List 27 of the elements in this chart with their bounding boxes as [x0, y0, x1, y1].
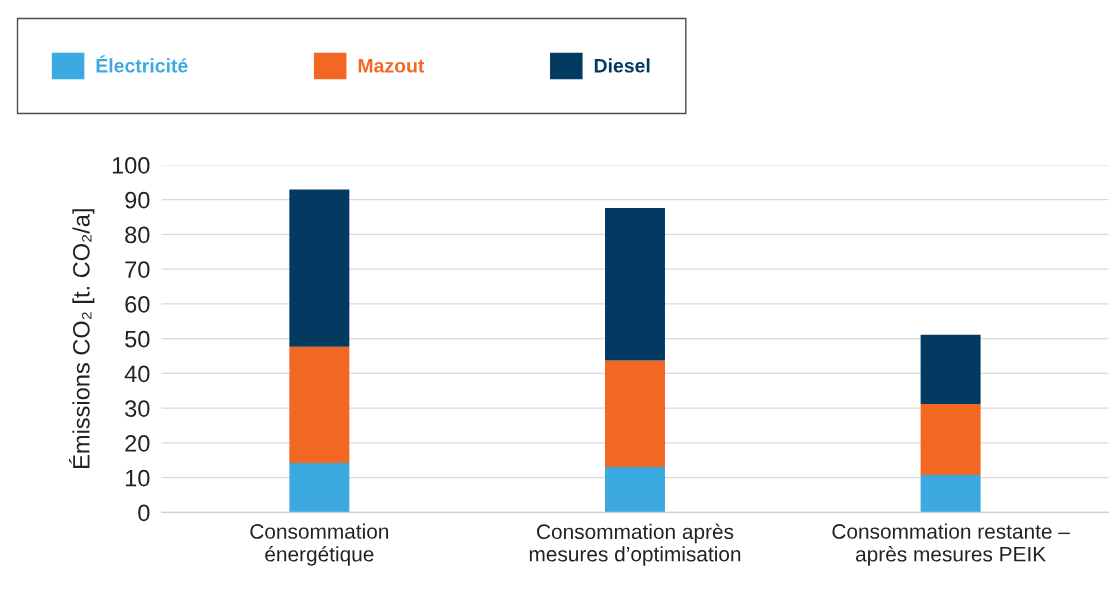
y-tick-label: 50	[125, 330, 150, 348]
bar	[289, 463, 350, 513]
y-axis-title: Émissions CO₂ [t. CO₂/a]	[68, 209, 95, 468]
y-tick-label: 80	[125, 226, 150, 244]
y-tick-label: 70	[125, 261, 150, 278]
bar	[604, 208, 665, 361]
y-tick-label: 10	[125, 469, 150, 487]
bar	[604, 360, 665, 467]
y-tick-label: 60	[125, 295, 150, 313]
bar	[289, 189, 350, 347]
x-tick-label: Consommation énergétique	[250, 523, 389, 566]
y-tick-label: 0	[138, 504, 150, 522]
y-tick-label: 90	[125, 191, 150, 209]
x-tick-label: Consommation après mesures d’optimisation	[529, 523, 741, 566]
bar	[604, 466, 665, 513]
bar	[920, 334, 981, 405]
legend-label: Électricité	[96, 55, 188, 73]
y-tick-label: 40	[124, 365, 150, 383]
legend-label: Diesel	[594, 58, 650, 73]
bar	[289, 346, 350, 464]
legend-label: Mazout	[358, 59, 425, 73]
y-tick-label: 20	[125, 435, 150, 452]
x-tick-label: Consommation restante – après mesures PEIK	[832, 523, 1070, 566]
y-tick-label: 30	[125, 400, 150, 417]
y-tick-label: 100	[112, 156, 150, 174]
bar	[920, 404, 981, 475]
bar	[920, 474, 981, 513]
